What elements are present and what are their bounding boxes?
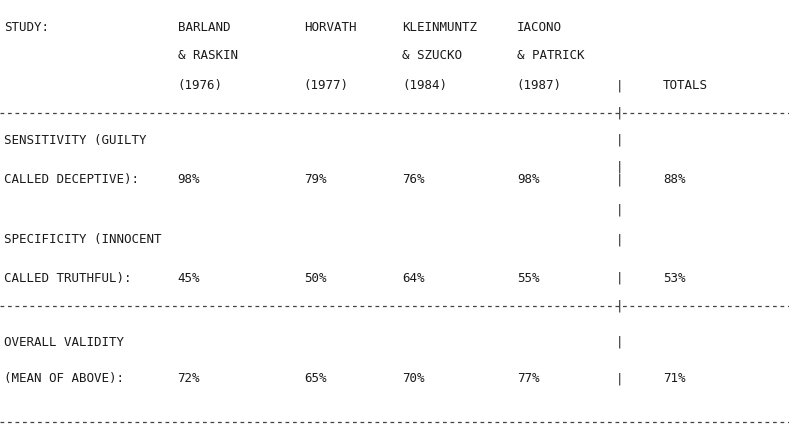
Text: CALLED TRUTHFUL):: CALLED TRUTHFUL): — [4, 272, 132, 285]
Text: SPECIFICITY (INNOCENT: SPECIFICITY (INNOCENT — [4, 233, 162, 246]
Text: |: | — [615, 233, 623, 246]
Text: 98%: 98% — [517, 173, 540, 186]
Text: & PATRICK: & PATRICK — [517, 49, 585, 62]
Text: 72%: 72% — [178, 372, 200, 385]
Text: |: | — [615, 134, 623, 147]
Text: CALLED DECEPTIVE):: CALLED DECEPTIVE): — [4, 173, 139, 186]
Text: |: | — [615, 203, 623, 216]
Text: |: | — [615, 79, 623, 92]
Text: OVERALL VALIDITY: OVERALL VALIDITY — [4, 336, 124, 349]
Text: |: | — [615, 300, 623, 312]
Text: |: | — [615, 107, 623, 120]
Text: 71%: 71% — [663, 372, 686, 385]
Text: 70%: 70% — [402, 372, 425, 385]
Text: |: | — [615, 173, 623, 186]
Text: 88%: 88% — [663, 173, 686, 186]
Text: (1987): (1987) — [517, 79, 562, 92]
Text: IACONO: IACONO — [517, 21, 562, 34]
Text: HORVATH: HORVATH — [304, 21, 357, 34]
Text: 53%: 53% — [663, 272, 686, 285]
Text: TOTALS: TOTALS — [663, 79, 708, 92]
Text: 50%: 50% — [304, 272, 327, 285]
Text: |: | — [615, 160, 623, 173]
Text: |: | — [615, 336, 623, 349]
Text: 45%: 45% — [178, 272, 200, 285]
Text: 79%: 79% — [304, 173, 327, 186]
Text: STUDY:: STUDY: — [4, 21, 49, 34]
Text: 76%: 76% — [402, 173, 425, 186]
Text: |: | — [615, 272, 623, 285]
Text: BARLAND: BARLAND — [178, 21, 230, 34]
Text: (1984): (1984) — [402, 79, 447, 92]
Text: 77%: 77% — [517, 372, 540, 385]
Text: 98%: 98% — [178, 173, 200, 186]
Text: (1977): (1977) — [304, 79, 349, 92]
Text: & RASKIN: & RASKIN — [178, 49, 237, 62]
Text: & SZUCKO: & SZUCKO — [402, 49, 462, 62]
Text: (1976): (1976) — [178, 79, 222, 92]
Text: |: | — [615, 372, 623, 385]
Text: 55%: 55% — [517, 272, 540, 285]
Text: SENSITIVITY (GUILTY: SENSITIVITY (GUILTY — [4, 134, 147, 147]
Text: KLEINMUNTZ: KLEINMUNTZ — [402, 21, 477, 34]
Text: 65%: 65% — [304, 372, 327, 385]
Text: (MEAN OF ABOVE):: (MEAN OF ABOVE): — [4, 372, 124, 385]
Text: 64%: 64% — [402, 272, 425, 285]
